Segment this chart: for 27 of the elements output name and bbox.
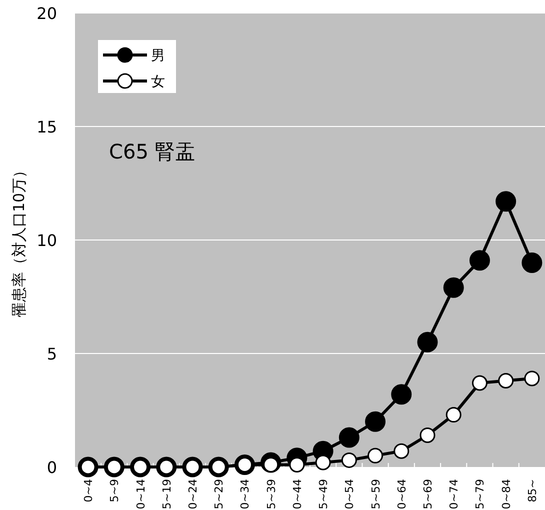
x-tick-label: 0~74 bbox=[448, 479, 461, 510]
x-tick-label: 0~44 bbox=[290, 479, 304, 510]
x-tick-label: 85~ bbox=[526, 479, 539, 502]
x-tick-label: 0~64 bbox=[395, 479, 408, 510]
x-tick-label: 0~34 bbox=[238, 479, 252, 510]
x-tick-label: 5~29 bbox=[212, 479, 226, 510]
x-tick-label: 5~69 bbox=[422, 479, 434, 510]
y-tick-label: 10 bbox=[36, 231, 57, 250]
legend-label: 男 bbox=[151, 48, 165, 64]
x-tick-label: 5~49 bbox=[317, 479, 330, 510]
x-tick-label: 5~19 bbox=[160, 479, 174, 510]
x-tick-label: 5~79 bbox=[474, 479, 487, 510]
x-tick-label: 0~84 bbox=[500, 479, 513, 510]
x-tick-label: 0~24 bbox=[186, 479, 200, 510]
y-tick-label: 15 bbox=[36, 118, 57, 136]
x-tick-label: 5~59 bbox=[369, 479, 382, 510]
x-tick-label: 0~14 bbox=[134, 479, 148, 510]
x-tick-label: 0~4 bbox=[82, 479, 96, 502]
y-tick-label: 5 bbox=[46, 344, 57, 364]
x-tick-label: 5~39 bbox=[264, 479, 278, 510]
legend-label: 女 bbox=[151, 74, 165, 90]
x-tick-label: 0~54 bbox=[343, 479, 356, 510]
y-tick-label: 20 bbox=[36, 4, 57, 23]
y-axis-title: 罹患率（対人口10万） bbox=[10, 162, 28, 318]
annotation: C65 腎盂 bbox=[109, 139, 195, 164]
x-tick-label: 5~9 bbox=[108, 479, 122, 502]
y-tick-label: 0 bbox=[46, 458, 57, 477]
